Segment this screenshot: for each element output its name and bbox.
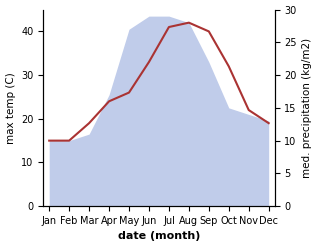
Y-axis label: max temp (C): max temp (C) <box>5 72 16 144</box>
X-axis label: date (month): date (month) <box>118 231 200 242</box>
Y-axis label: med. precipitation (kg/m2): med. precipitation (kg/m2) <box>302 38 313 178</box>
